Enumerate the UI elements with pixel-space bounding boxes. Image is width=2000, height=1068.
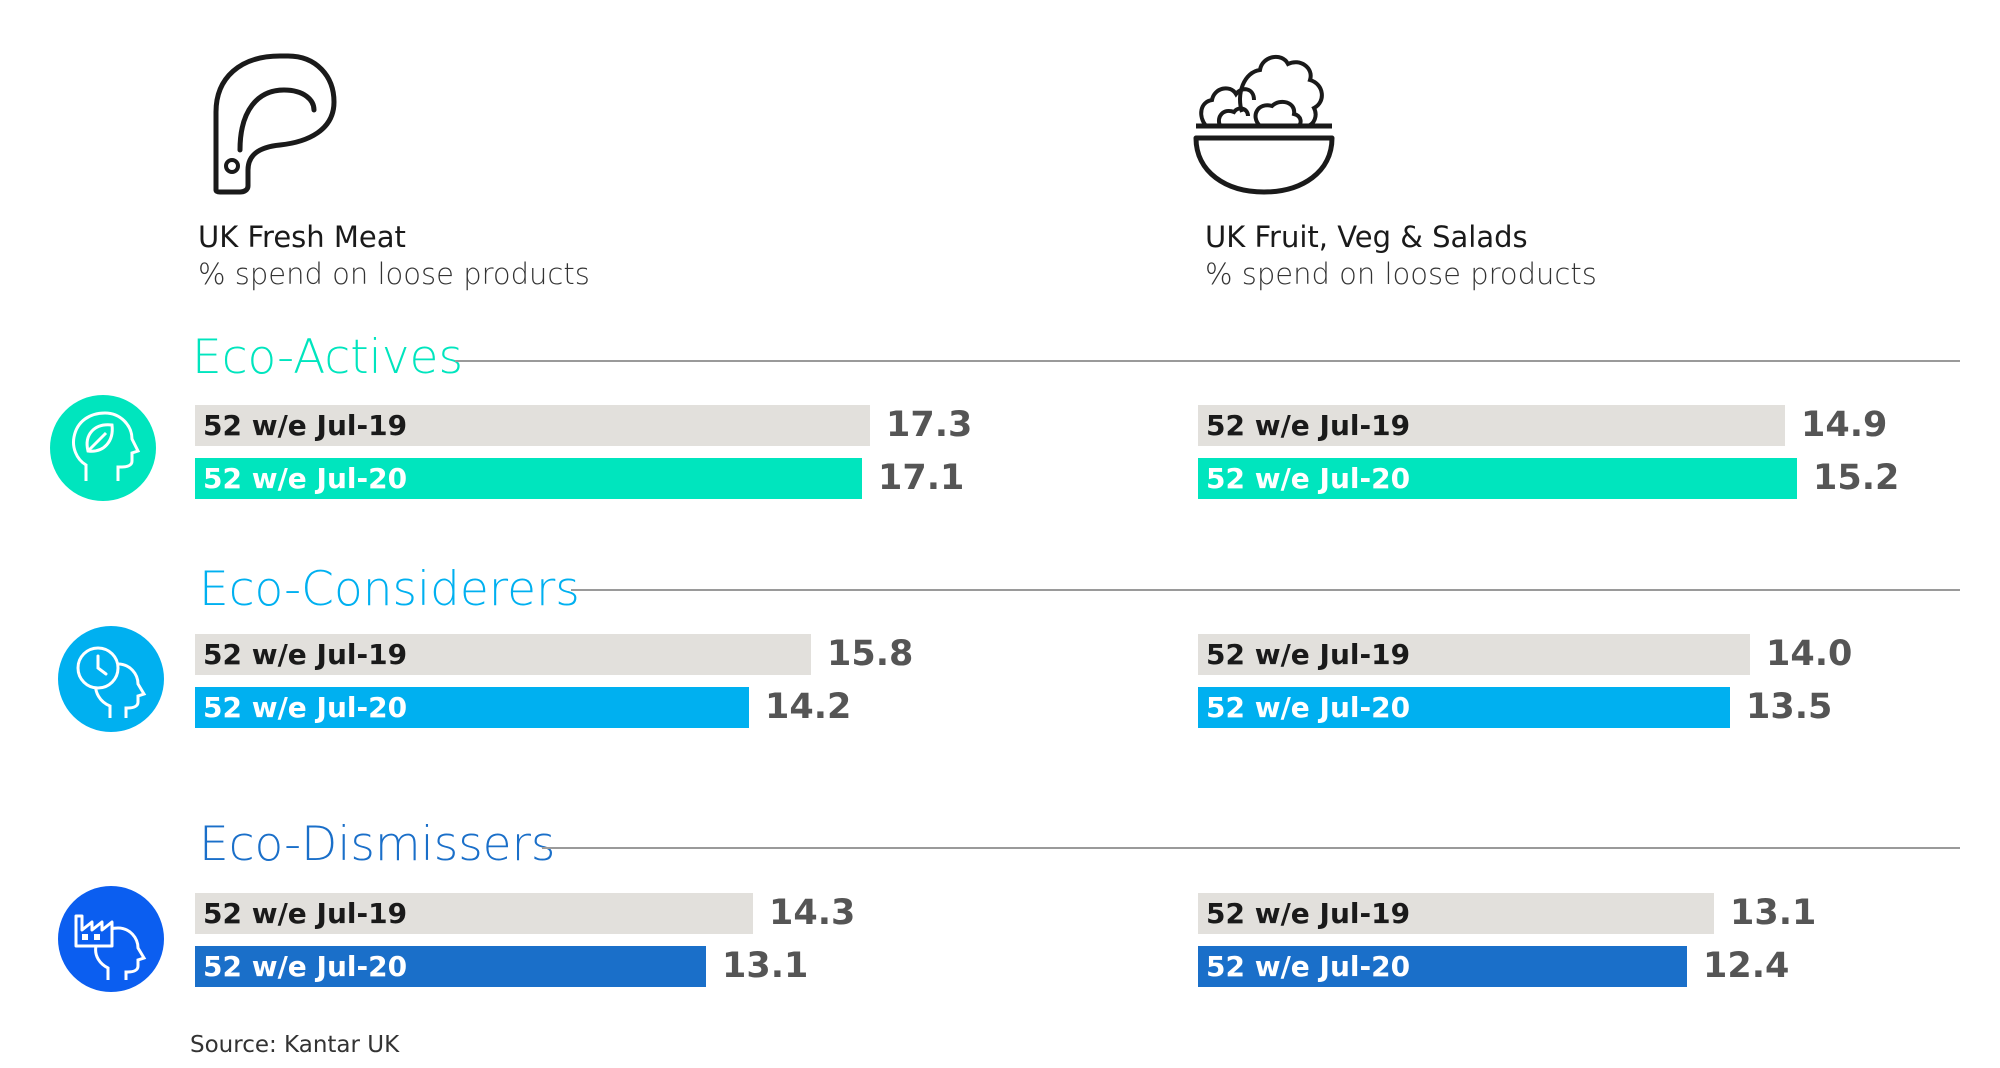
bar-series-label: 52 w/e Jul-20 bbox=[1206, 950, 1411, 983]
bar-eco-considerers-jul20-panel1: 52 w/e Jul-20 bbox=[195, 687, 749, 728]
bar-series-label: 52 w/e Jul-19 bbox=[203, 409, 408, 442]
bar-eco-considerers-jul19-panel1: 52 w/e Jul-19 bbox=[195, 634, 811, 675]
panel-title-fruit-veg: UK Fruit, Veg & Salads bbox=[1205, 220, 1528, 254]
bar-eco-dismissers-jul19-panel1: 52 w/e Jul-19 bbox=[195, 893, 753, 934]
bar-eco-actives-jul20-panel1: 52 w/e Jul-20 bbox=[195, 458, 862, 499]
bar-series-label: 52 w/e Jul-20 bbox=[203, 691, 408, 724]
bar-value-label: 17.1 bbox=[878, 458, 965, 498]
factory-head-icon bbox=[58, 886, 164, 992]
segment-rule bbox=[571, 589, 1960, 591]
clock-head-icon bbox=[58, 626, 164, 732]
bar-eco-actives-jul20-panel2: 52 w/e Jul-20 bbox=[1198, 458, 1797, 499]
segment-title-eco-actives: Eco-Actives bbox=[192, 330, 463, 385]
panel-subtitle-fresh-meat: % spend on loose products bbox=[198, 257, 590, 291]
bar-series-label: 52 w/e Jul-19 bbox=[1206, 638, 1411, 671]
bar-series-label: 52 w/e Jul-20 bbox=[203, 950, 408, 983]
leaf-head-icon bbox=[50, 395, 156, 501]
bar-value-label: 13.1 bbox=[722, 946, 809, 986]
bar-series-label: 52 w/e Jul-20 bbox=[203, 462, 408, 495]
bar-series-label: 52 w/e Jul-19 bbox=[1206, 409, 1411, 442]
bar-series-label: 52 w/e Jul-19 bbox=[203, 897, 408, 930]
bar-value-label: 13.1 bbox=[1730, 893, 1817, 933]
bar-value-label: 14.0 bbox=[1766, 634, 1853, 674]
bar-value-label: 14.9 bbox=[1801, 405, 1888, 445]
bar-eco-actives-jul19-panel1: 52 w/e Jul-19 bbox=[195, 405, 870, 446]
bar-value-label: 15.8 bbox=[827, 634, 914, 674]
meat-steak-icon bbox=[213, 53, 337, 195]
salad-bowl-icon bbox=[1193, 54, 1335, 195]
source-note: Source: Kantar UK bbox=[190, 1032, 400, 1058]
bar-eco-dismissers-jul20-panel2: 52 w/e Jul-20 bbox=[1198, 946, 1687, 987]
bar-eco-considerers-jul20-panel2: 52 w/e Jul-20 bbox=[1198, 687, 1730, 728]
segment-title-eco-considerers: Eco-Considerers bbox=[199, 562, 580, 617]
bar-series-label: 52 w/e Jul-20 bbox=[1206, 691, 1411, 724]
bar-series-label: 52 w/e Jul-20 bbox=[1206, 462, 1411, 495]
bar-eco-considerers-jul19-panel2: 52 w/e Jul-19 bbox=[1198, 634, 1750, 675]
bar-value-label: 13.5 bbox=[1746, 687, 1833, 727]
panel-subtitle-fruit-veg: % spend on loose products bbox=[1205, 257, 1597, 291]
panel-title-fresh-meat: UK Fresh Meat bbox=[198, 220, 406, 254]
bar-value-label: 14.2 bbox=[765, 687, 852, 727]
segment-rule bbox=[542, 847, 1960, 849]
segment-rule bbox=[455, 360, 1960, 362]
bar-series-label: 52 w/e Jul-19 bbox=[203, 638, 408, 671]
bar-value-label: 15.2 bbox=[1813, 458, 1900, 498]
bar-value-label: 14.3 bbox=[769, 893, 856, 933]
bar-series-label: 52 w/e Jul-19 bbox=[1206, 897, 1411, 930]
bar-value-label: 17.3 bbox=[886, 405, 973, 445]
bar-eco-dismissers-jul20-panel1: 52 w/e Jul-20 bbox=[195, 946, 706, 987]
bar-eco-dismissers-jul19-panel2: 52 w/e Jul-19 bbox=[1198, 893, 1714, 934]
bar-value-label: 12.4 bbox=[1703, 946, 1790, 986]
segment-title-eco-dismissers: Eco-Dismissers bbox=[199, 817, 556, 872]
bar-eco-actives-jul19-panel2: 52 w/e Jul-19 bbox=[1198, 405, 1785, 446]
